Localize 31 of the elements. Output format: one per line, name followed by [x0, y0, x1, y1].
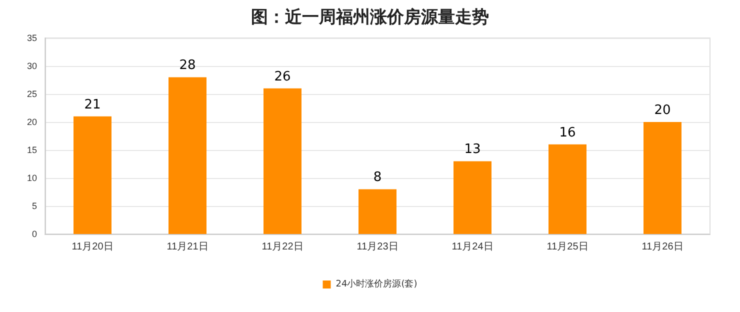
y-tick-label: 5 [32, 201, 37, 211]
data-label: 21 [84, 97, 101, 112]
y-tick-label: 35 [26, 33, 37, 43]
bar [454, 161, 492, 234]
x-tick-label: 11月26日 [642, 242, 684, 252]
bar [548, 144, 586, 234]
y-tick-label: 0 [32, 229, 37, 239]
x-tick-label: 11月23日 [356, 242, 398, 252]
data-label: 26 [274, 69, 291, 84]
data-label: 8 [373, 170, 382, 186]
data-label: 28 [179, 58, 196, 74]
chart-title: 图：近一周福州涨价房源量走势 [251, 8, 489, 28]
bar [264, 88, 302, 234]
x-tick-label: 11月25日 [546, 242, 588, 252]
y-tick-label: 15 [26, 145, 37, 155]
bar [358, 189, 396, 234]
bar [644, 122, 682, 234]
x-tick-label: 11月24日 [452, 242, 494, 252]
legend-label: 24小时涨价房源(套) [336, 278, 418, 290]
bar [74, 116, 112, 234]
y-tick-label: 25 [26, 89, 37, 99]
x-tick-label: 11月20日 [72, 242, 114, 252]
data-label: 16 [559, 125, 576, 140]
y-tick-label: 30 [26, 61, 37, 71]
x-tick-label: 11月22日 [262, 242, 304, 252]
y-tick-label: 20 [26, 117, 37, 127]
data-label: 13 [464, 142, 481, 158]
x-tick-label: 11月21日 [166, 242, 208, 252]
data-label: 20 [654, 103, 671, 118]
y-tick-label: 10 [26, 173, 37, 183]
bar [168, 77, 206, 234]
